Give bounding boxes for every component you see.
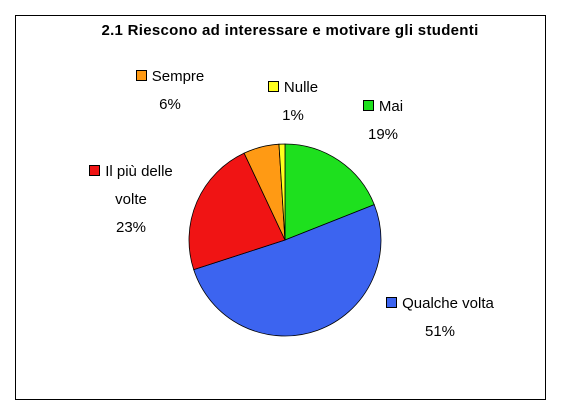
value-label: 23% [115,219,147,236]
legend-swatch [267,81,279,92]
legend-swatch [135,70,147,81]
legend-swatch [386,297,398,308]
pie-slice [188,152,286,271]
slice-label: Qualche volta 51% [385,290,495,346]
legend-swatch [362,100,374,111]
category-label: Qualche volta [402,295,494,312]
value-label: 51% [424,323,456,340]
legend-swatch [89,165,101,176]
slice-label: Sempre 6% [130,63,210,119]
slice-label: Mai 19% [338,93,428,149]
slice-label: Nulle 1% [248,74,338,130]
category-label: Nulle [283,79,319,96]
pie-slice [193,204,382,337]
category-label: Sempre [151,68,205,85]
slice-label: Il più delle volte 23% [85,158,177,242]
value-label: 6% [159,96,181,113]
category-label: Mai [378,98,404,115]
pie-slice [278,143,286,241]
value-label: 19% [367,126,399,143]
value-label: 1% [282,107,304,124]
category-label: Il più delle volte [105,163,173,208]
chart-frame [15,15,546,400]
pie-slice [284,143,375,241]
chart-title: 2.1 Riescono ad interessare e motivare g… [101,22,479,39]
